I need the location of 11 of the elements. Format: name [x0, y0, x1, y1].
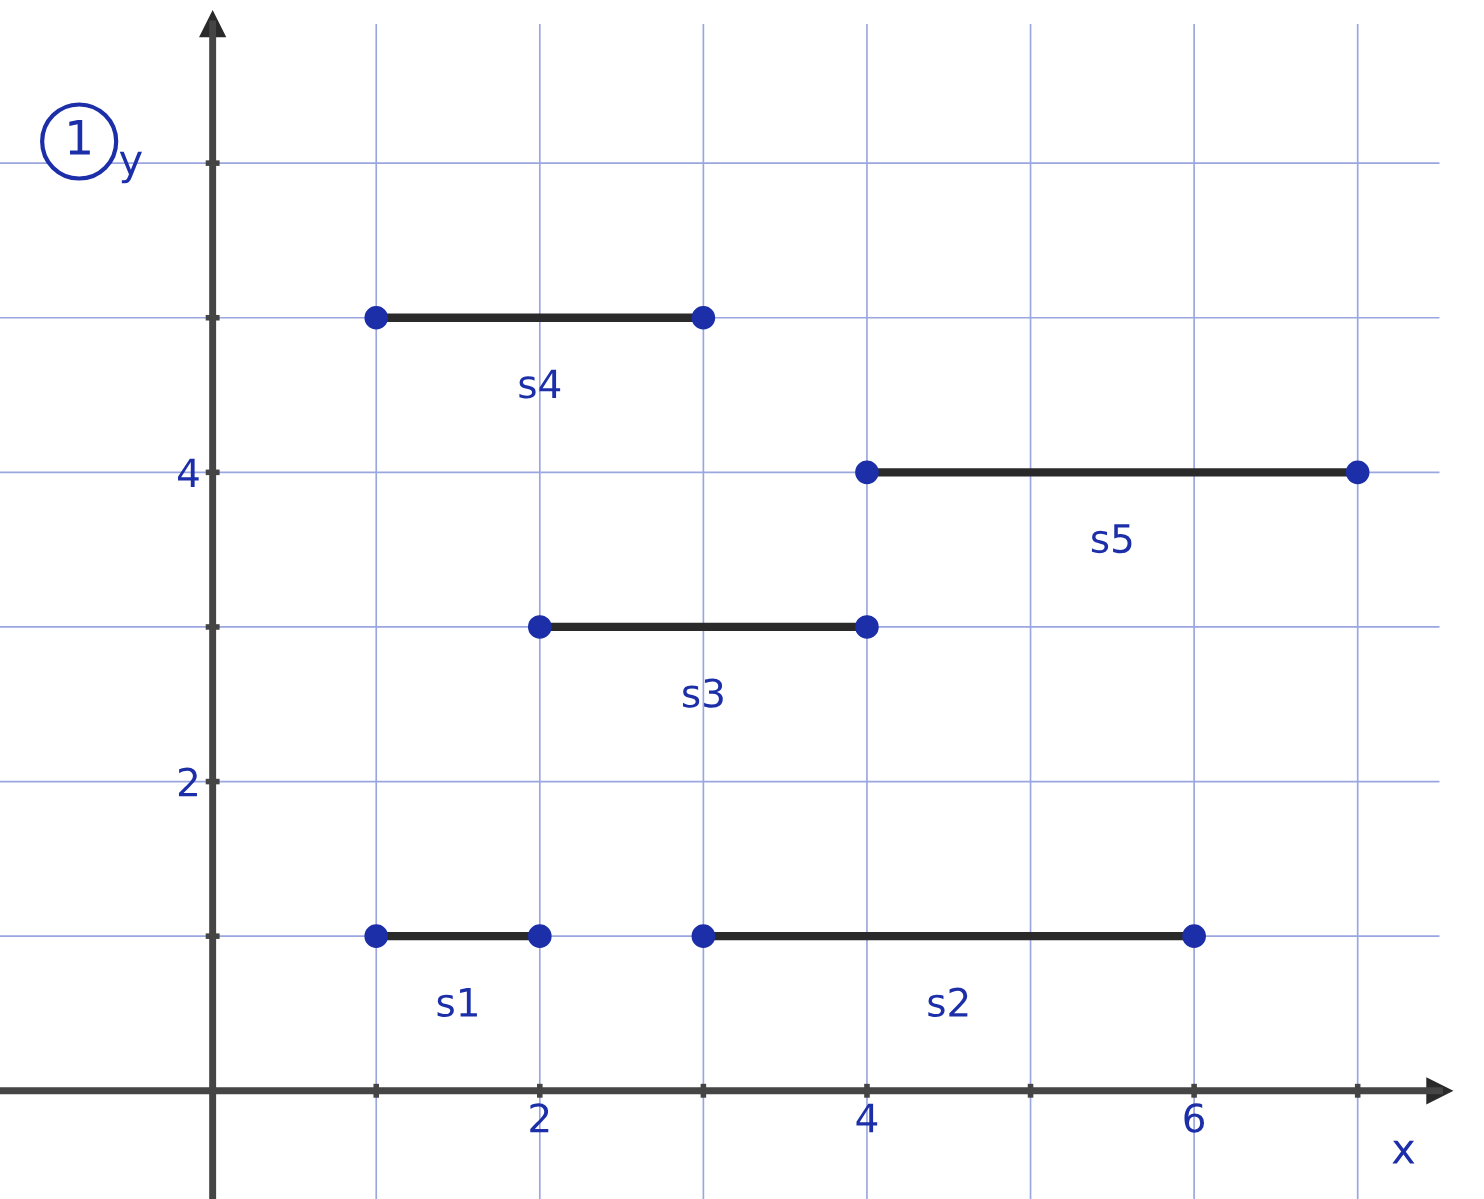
x-tick-label: 4: [856, 1103, 878, 1133]
series-label: s3: [682, 678, 723, 708]
series-label: s5: [1091, 524, 1132, 554]
y-axis-title: y: [119, 151, 142, 184]
x-axis-title: x: [1392, 1140, 1415, 1164]
series-label: s4: [519, 369, 561, 399]
x-tick-label: 6: [1184, 1103, 1205, 1133]
series-label: s2: [928, 987, 968, 1018]
annotation: 1: [69, 120, 90, 155]
x-tick-label: 2: [530, 1103, 549, 1133]
series-label: s1: [437, 988, 477, 1018]
